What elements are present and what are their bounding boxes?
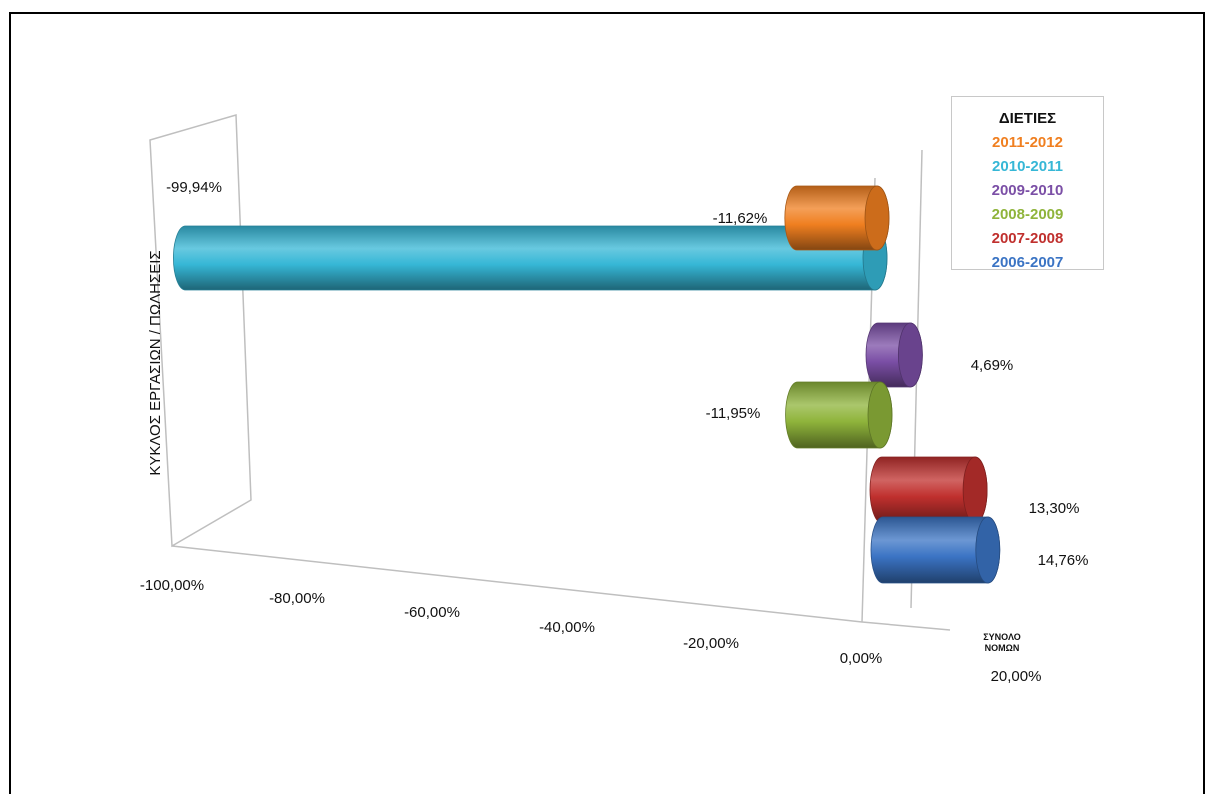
data-label-2011-2012: -11,62% (713, 210, 768, 227)
bar-2007-2008 (869, 456, 988, 524)
x-tick-label: -60,00% (404, 604, 460, 621)
data-label-2007-2008: 13,30% (1029, 500, 1080, 517)
data-labels-group: -99,94% -11,62% 4,69% -11,95% 13,30% 14,76% (166, 179, 1088, 569)
bar-end-cap (962, 456, 988, 524)
legend: ΔΙΕΤΙΕΣ 2011-2012 2010-2011 2009-2010 2008-… (951, 96, 1104, 271)
x-tick-label: -80,00% (269, 590, 325, 607)
legend-item-2009-2010: 2009-2010 (991, 182, 1064, 199)
bars-group (173, 185, 1001, 584)
legend-items: 2011-2012 2010-2011 2009-2010 2008-2009 2007… (952, 131, 1103, 275)
bar-body (173, 225, 888, 291)
back-wall-left (149, 114, 252, 548)
x-tick-label: -100,00% (140, 577, 204, 594)
legend-item-2011-2012: 2011-2012 (992, 134, 1063, 151)
chart-frame (9, 12, 1205, 794)
bar-end-cap (867, 381, 893, 449)
x-tick-label: 0,00% (840, 650, 883, 667)
bar-2010-2011 (173, 225, 888, 291)
x-axis-ticks: -100,00% -80,00% -60,00% -40,00% -20,00% 0,00… (140, 577, 1042, 685)
legend-item-2010-2011: 2010-2011 (992, 158, 1063, 175)
legend-title: ΔΙΕΤΙΕΣ (998, 110, 1057, 127)
bar-2009-2010 (865, 322, 923, 388)
legend-item-2006-2007: 2006-2007 (991, 254, 1064, 271)
bar-2006-2007 (870, 516, 1001, 584)
y-axis-title: ΚΥΚΛΟΣ ΕΡΓΑΣΙΩΝ / ΠΩΛΗΣΕΙΣ (147, 250, 164, 475)
category-label-line2: ΝΟΜΩΝ (985, 643, 1020, 653)
legend-item-2008-2009: 2008-2009 (991, 206, 1064, 223)
floor-axis (171, 545, 951, 631)
bar-end-cap (975, 516, 1001, 584)
category-label-line1: ΣΥΝΟΛΟ (983, 632, 1020, 642)
bar-end-cap (897, 322, 923, 388)
data-label-2010-2011: -99,94% (166, 179, 222, 196)
x-tick-label: -40,00% (539, 619, 595, 636)
bar-end-cap (864, 185, 890, 251)
data-label-2009-2010: 4,69% (971, 357, 1014, 374)
data-label-2006-2007: 14,76% (1038, 552, 1089, 569)
data-label-2008-2009: -11,95% (706, 405, 761, 422)
x-tick-label: -20,00% (683, 635, 739, 652)
x-tick-label: 20,00% (991, 668, 1042, 685)
bar-2011-2012 (784, 185, 890, 251)
legend-item-2007-2008: 2007-2008 (991, 230, 1064, 247)
bar-2008-2009 (785, 381, 893, 449)
